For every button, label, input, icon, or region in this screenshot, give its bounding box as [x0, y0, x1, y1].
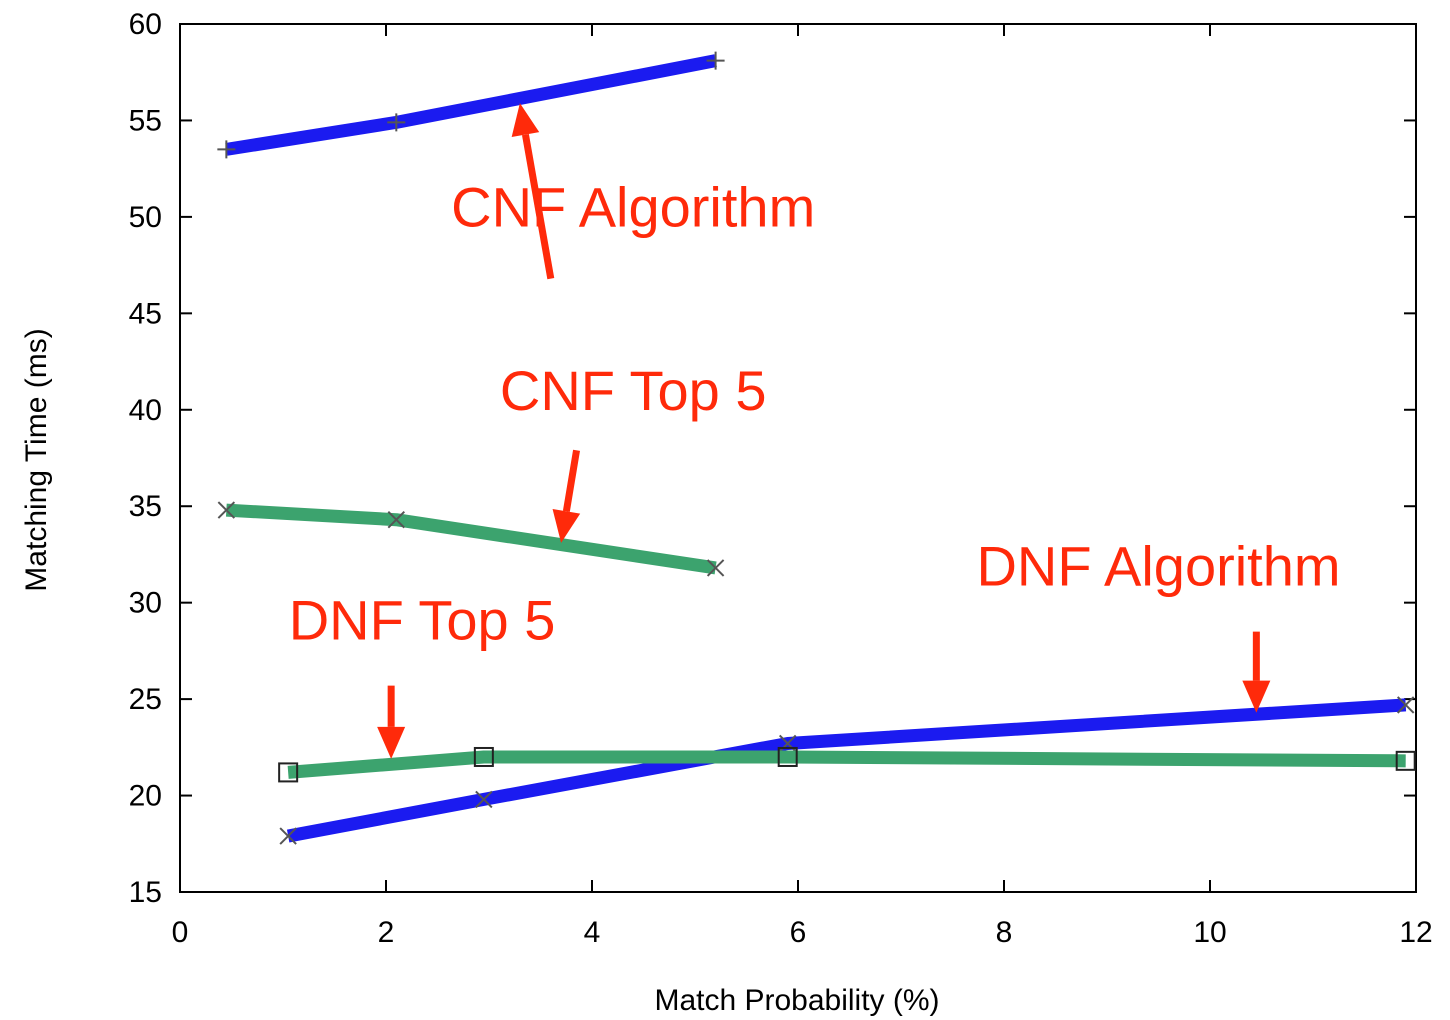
annotation-2: DNF Algorithm [976, 534, 1341, 713]
annotation-arrow-head [511, 103, 540, 138]
y-tick-label: 60 [129, 8, 162, 41]
data-point [217, 140, 236, 159]
data-point [1395, 750, 1416, 771]
y-axis-title: Matching Time (ms) [20, 328, 53, 591]
y-tick-label: 30 [129, 587, 162, 620]
series-line [225, 503, 717, 575]
data-point [777, 746, 798, 767]
annotation-arrow-shaft [522, 133, 555, 280]
series-0 [217, 51, 725, 159]
series-line [225, 54, 717, 156]
annotation-arrow-head [377, 726, 406, 759]
axes: 0 2 4 6 8 10 12 15 20 25 30 35 40 45 50 55 60 [129, 8, 1433, 949]
y-tick-label: 45 [129, 297, 162, 330]
y-tick-label: 25 [129, 683, 162, 716]
annotation-arrow-head [552, 509, 581, 543]
data-point [1396, 696, 1415, 714]
annotation-label: DNF Top 5 [289, 588, 556, 651]
data-point [387, 113, 406, 132]
annotation-label: CNF Top 5 [500, 359, 767, 422]
annotation-label: CNF Algorithm [451, 176, 815, 239]
y-tick-label: 50 [129, 201, 162, 234]
y-tick-label: 35 [129, 490, 162, 523]
x-tick-label: 12 [1399, 916, 1432, 949]
series-3 [278, 746, 1416, 783]
series-line [286, 698, 1407, 843]
series-line [287, 750, 1406, 779]
annotation-arrow-head [1242, 680, 1271, 713]
data-point [217, 501, 236, 519]
data-point [475, 790, 493, 809]
annotation-1: CNF Top 5 [500, 359, 767, 543]
x-tick-label: 6 [790, 916, 807, 949]
annotation-3: DNF Top 5 [289, 588, 556, 759]
data-point [387, 511, 406, 529]
annotations: CNF Algorithm CNF Top 5 DNF Algorithm DNF T… [289, 103, 1341, 759]
annotation-label: DNF Algorithm [976, 534, 1340, 597]
data-point [706, 51, 725, 70]
y-tick-label: 55 [129, 104, 162, 137]
data-point [279, 827, 297, 845]
x-tick-label: 4 [584, 916, 601, 949]
x-axis-title: Match Probability (%) [654, 984, 939, 1017]
x-tick-label: 8 [996, 916, 1013, 949]
data-point [473, 746, 494, 767]
y-tick-label: 40 [129, 394, 162, 427]
series-2 [279, 696, 1415, 845]
data-point [278, 762, 299, 783]
y-tick-label: 15 [129, 876, 162, 909]
annotation-0: CNF Algorithm [451, 103, 815, 280]
x-tick-label: 10 [1193, 916, 1226, 949]
annotation-arrow-shaft [562, 449, 581, 512]
series-layer [217, 51, 1416, 845]
series-1 [217, 501, 725, 577]
data-point [706, 559, 725, 577]
x-tick-label: 0 [172, 916, 189, 949]
x-tick-label: 2 [378, 916, 395, 949]
y-tick-label: 20 [129, 780, 162, 813]
